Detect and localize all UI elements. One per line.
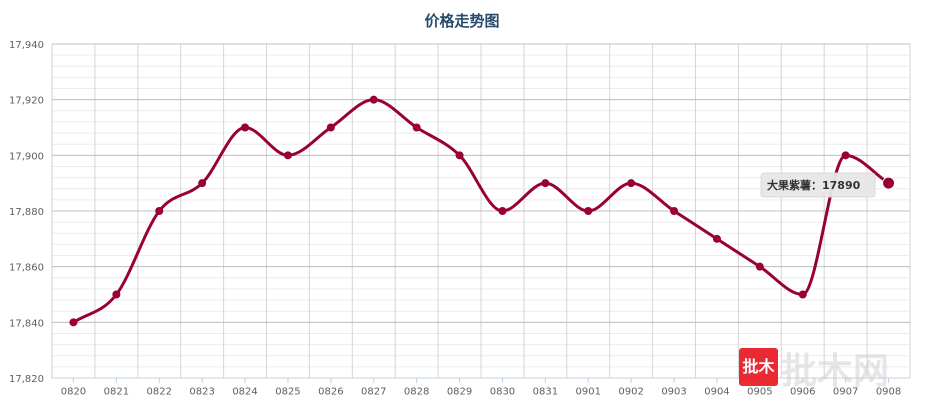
data-point[interactable] <box>798 290 807 299</box>
x-tick-label: 0907 <box>833 386 858 397</box>
data-point[interactable] <box>155 207 164 215</box>
chart-title: 价格走势图 <box>424 12 499 30</box>
tooltip-value: 17890 <box>822 179 861 192</box>
x-tick-label: 0830 <box>490 386 515 397</box>
x-tick-label: 0820 <box>61 386 86 397</box>
svg-text:大果紫薯：17890: 大果紫薯：17890 <box>767 178 861 192</box>
x-tick-label: 0828 <box>404 386 429 397</box>
watermark-text: 批木网 <box>781 351 889 392</box>
y-tick-label: 17,940 <box>9 40 44 51</box>
x-tick-label: 0827 <box>361 386 386 397</box>
watermark-badge <box>739 348 778 386</box>
x-tick-label: 0906 <box>790 386 815 397</box>
data-point[interactable] <box>584 207 593 215</box>
data-point[interactable] <box>670 207 679 215</box>
data-point[interactable] <box>283 151 292 160</box>
x-tick-label: 0824 <box>232 386 257 397</box>
tooltip-box <box>760 172 876 198</box>
data-point[interactable] <box>541 179 550 188</box>
data-point[interactable] <box>326 123 335 132</box>
x-tick-label: 0823 <box>189 386 214 397</box>
x-tick-label: 0821 <box>104 386 129 397</box>
data-point[interactable] <box>712 234 721 243</box>
data-point[interactable] <box>69 318 78 327</box>
data-point[interactable] <box>755 262 764 271</box>
data-point[interactable] <box>882 176 896 190</box>
x-tick-label: 0829 <box>447 386 472 397</box>
x-tick-label: 0905 <box>747 386 772 397</box>
y-tick-label: 17,840 <box>9 318 44 329</box>
x-tick-label: 0902 <box>618 386 643 397</box>
y-tick-label: 17,820 <box>9 374 44 385</box>
plot-grid <box>51 43 911 379</box>
data-point[interactable] <box>112 290 121 299</box>
y-tick-label: 17,880 <box>9 207 44 218</box>
data-point[interactable] <box>241 123 250 132</box>
y-tick-label: 17,860 <box>9 263 44 274</box>
x-tick-label: 0908 <box>876 386 901 397</box>
series-points <box>69 95 896 327</box>
data-point[interactable] <box>369 95 378 104</box>
tooltip-label: 大果紫薯： <box>767 178 822 192</box>
y-tick-label: 17,920 <box>9 96 44 107</box>
x-axis: 0820 0821 0822 0823 0824 0825 0826 0827 0828 0829… <box>61 378 901 397</box>
x-tick-label: 0825 <box>275 386 300 397</box>
data-point[interactable] <box>412 123 421 132</box>
tooltip: 大果紫薯：17890 <box>760 172 876 198</box>
x-tick-label: 0903 <box>661 386 686 397</box>
x-tick-label: 0904 <box>704 386 729 397</box>
data-point[interactable] <box>455 151 464 160</box>
x-tick-label: 0822 <box>147 386 172 397</box>
data-point[interactable] <box>841 151 850 160</box>
data-point[interactable] <box>498 207 507 215</box>
x-tick-label: 0826 <box>318 386 343 397</box>
data-point[interactable] <box>627 179 636 188</box>
data-point[interactable] <box>198 179 207 188</box>
watermark-logo: 批木 批木网 <box>739 348 889 392</box>
x-tick-label: 0831 <box>533 386 558 397</box>
y-axis: 17,820 17,840 17,860 17,880 17,900 17,920 17,9… <box>9 40 44 385</box>
watermark-badge-text: 批木 <box>742 357 775 376</box>
y-tick-label: 17,900 <box>9 151 44 162</box>
x-tick-label: 0901 <box>576 386 601 397</box>
